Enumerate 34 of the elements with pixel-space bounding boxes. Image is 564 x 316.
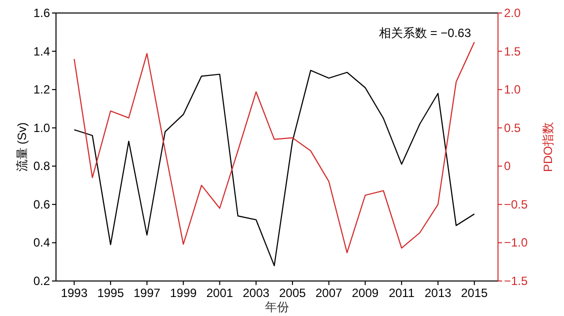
line-series <box>74 42 475 254</box>
y-tick-label: 1.6 <box>33 6 50 20</box>
x-tick-label: 1993 <box>60 286 88 300</box>
y-tick-label: 0.2 <box>33 274 50 288</box>
y-tick-label: 0.8 <box>33 159 50 174</box>
x-tick-label: 2007 <box>315 286 343 300</box>
x-tick-label: 2005 <box>279 286 306 300</box>
x-tick-label: 2015 <box>461 286 488 300</box>
y2-tick-label: −1.5 <box>504 274 528 288</box>
annotation: 相关系数 = −0.63 <box>378 26 472 40</box>
y2-tick-label: −1.0 <box>504 236 528 250</box>
y2-axis-title: PDO指数 <box>541 122 555 172</box>
y2-tick-label: 2.0 <box>504 6 522 20</box>
x-tick-label: 2011 <box>388 286 415 300</box>
y-tick-label: 0.4 <box>33 236 50 250</box>
y2-tick-label: 0 <box>504 159 511 174</box>
x-tick-label: 1999 <box>170 286 197 300</box>
x-tick-label: 1997 <box>134 286 161 300</box>
y-axis-title: 流量 (Sv) <box>15 122 29 172</box>
x-axis-title: 年份 <box>265 300 289 314</box>
y-tick-label: 0.6 <box>33 197 50 212</box>
y-tick-label: 1.4 <box>33 44 50 58</box>
x-tick-label: 2009 <box>352 286 379 300</box>
y2-tick-label: 1.0 <box>504 82 522 97</box>
line-series <box>74 70 475 266</box>
x-tick-label: 2003 <box>242 286 270 300</box>
y2-tick-label: 0.5 <box>504 120 522 135</box>
y-tick-label: 1.2 <box>33 82 50 97</box>
x-tick-label: 2001 <box>206 286 234 300</box>
y-tick-label: 1.0 <box>33 120 50 135</box>
x-tick-label: 1995 <box>97 286 124 300</box>
x-tick-label: 2013 <box>424 286 452 300</box>
y2-tick-label: 1.5 <box>504 44 522 58</box>
y2-tick-label: −0.5 <box>504 197 528 212</box>
